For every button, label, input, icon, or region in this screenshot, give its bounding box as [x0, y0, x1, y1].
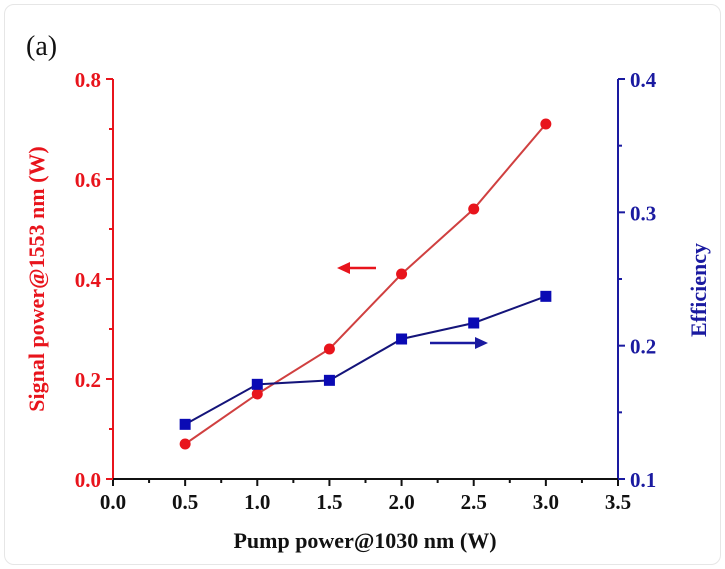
- y-tick-label: 0.2: [75, 368, 101, 392]
- data-point-efficiency: [396, 333, 408, 345]
- data-point-signal: [251, 388, 263, 400]
- x-tick-label: 0.5: [172, 490, 198, 514]
- data-point-efficiency: [179, 418, 191, 430]
- chart-frame: [4, 4, 721, 565]
- data-point-efficiency: [323, 374, 335, 386]
- data-point-signal: [396, 268, 408, 280]
- y-right-tick-label: 0.2: [630, 335, 656, 359]
- x-tick-label: 3.5: [605, 490, 631, 514]
- data-point-signal: [468, 203, 480, 215]
- x-tick-label: 3.0: [533, 490, 559, 514]
- data-point-efficiency: [251, 378, 263, 390]
- data-point-signal: [540, 118, 552, 130]
- series-line-efficiency: [184, 295, 547, 426]
- arrow-right-icon-head: [475, 337, 488, 349]
- y-right-tick-label: 0.3: [630, 201, 656, 225]
- x-axis-label: Pump power@1030 nm (W): [233, 528, 496, 553]
- x-tick-label: 1.5: [316, 490, 342, 514]
- y-tick-label: 0.6: [75, 168, 101, 192]
- y-tick-label: 0.8: [75, 68, 101, 92]
- series-line-signal-power: [184, 123, 547, 445]
- y-tick-label: 0.0: [75, 468, 101, 492]
- y-right-tick-label: 0.1: [630, 468, 656, 492]
- y-right-tick-label: 0.4: [630, 68, 657, 92]
- x-tick-label: 2.0: [388, 490, 414, 514]
- x-tick-label: 0.0: [100, 490, 126, 514]
- data-point-efficiency: [540, 290, 552, 302]
- panel-label: (a): [26, 31, 57, 62]
- y-axis-right-label: Efficiency: [686, 243, 711, 337]
- data-point-efficiency: [468, 317, 480, 329]
- x-tick-label: 2.5: [461, 490, 487, 514]
- arrow-left-icon-head: [337, 262, 350, 274]
- y-tick-label: 0.4: [75, 268, 102, 292]
- y-axis-label: Signal power@1553 nm (W): [24, 146, 49, 412]
- data-point-signal: [179, 438, 191, 450]
- x-tick-label: 1.0: [244, 490, 270, 514]
- data-point-signal: [323, 343, 335, 355]
